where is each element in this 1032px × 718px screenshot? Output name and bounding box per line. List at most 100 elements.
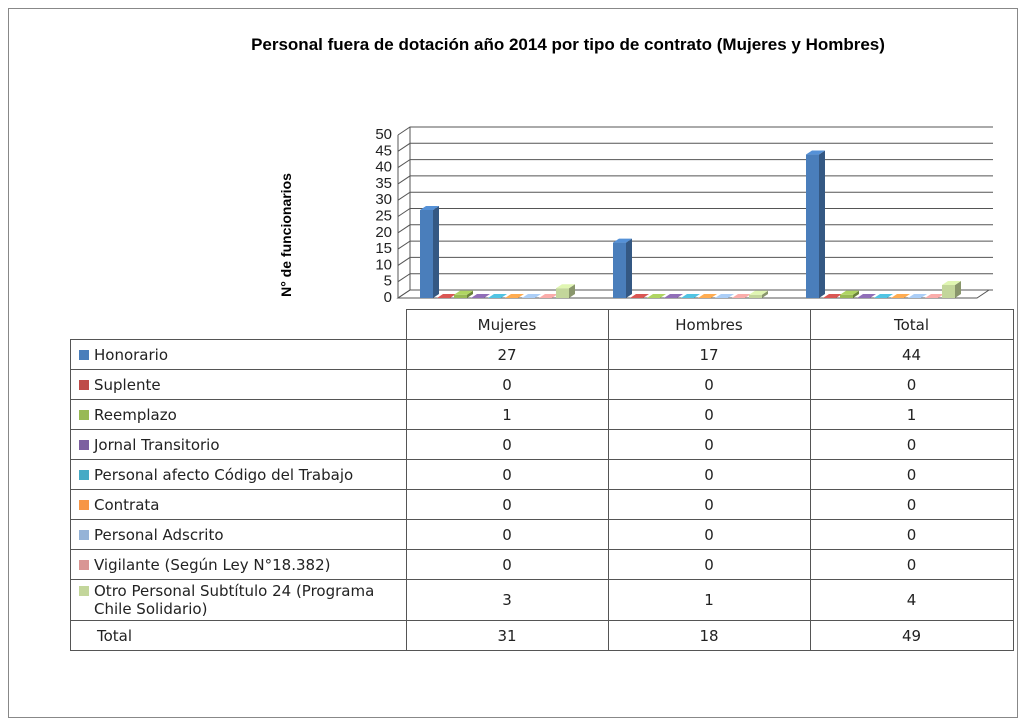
grid-line: [397, 208, 993, 217]
bar-top: [732, 294, 751, 298]
table-cell: 0: [809, 489, 1014, 520]
table-header-cell: Mujeres: [405, 309, 609, 340]
value-label: 0: [704, 405, 714, 424]
legend-key: [79, 469, 89, 480]
table-row: Honorario 27 17 44: [70, 339, 1014, 370]
table-cell: 4: [809, 579, 1014, 621]
grid-line: [397, 240, 993, 250]
table-cell: 1: [405, 399, 609, 430]
table-cell: 0: [809, 519, 1014, 550]
bar-side: [626, 238, 632, 298]
y-tick-label: 10: [375, 256, 392, 273]
value-label: 44: [901, 345, 922, 364]
y-tick-label: 25: [375, 208, 392, 225]
bar: [454, 294, 467, 298]
table-row: Vigilante (Según Ley N°18.382) 0 0 0: [70, 549, 1014, 580]
legend-entry: Otro Personal Subtítulo 24 (Programa Chi…: [70, 579, 407, 621]
table-cell: 0: [809, 429, 1014, 460]
grid-line: [397, 224, 993, 234]
bar-top: [664, 294, 683, 298]
value-label: 0: [906, 555, 917, 574]
value-label: 1: [906, 405, 917, 424]
bar-side: [569, 284, 575, 298]
bar-side: [467, 290, 473, 298]
bar-top: [749, 290, 768, 295]
bar-top: [840, 290, 859, 295]
total-label: Total: [97, 626, 133, 645]
value-label: 0: [906, 495, 917, 514]
legend-entry: Contrata: [70, 489, 407, 520]
series-name: Personal Adscrito: [94, 525, 224, 544]
table-row: Contrata 0 0 0: [70, 489, 1014, 520]
bar-side: [853, 290, 859, 298]
bar: [840, 294, 853, 298]
table-cell: 0: [607, 369, 811, 400]
legend-key: [79, 499, 89, 510]
legend-entry: Honorario: [70, 339, 407, 370]
bar-top: [857, 294, 876, 298]
bar: [749, 294, 762, 298]
y-axis-label: N° de funcionarios: [278, 173, 294, 297]
table-cell: 0: [607, 429, 811, 460]
bar-top: [647, 294, 666, 298]
value-label: 4: [906, 591, 917, 609]
y-tick-label: 35: [375, 175, 392, 192]
category-label: Hombres: [675, 315, 743, 334]
y-tick-label: 50: [375, 126, 392, 143]
category-label: Mujeres: [477, 315, 537, 334]
table-cell: 0: [607, 549, 811, 580]
grid-line: [397, 126, 993, 136]
table-cell: 0: [607, 519, 811, 550]
table-cell: 31: [405, 620, 609, 651]
table-cell: 0: [405, 489, 609, 520]
table-corner: [70, 309, 407, 340]
bar: [942, 284, 955, 298]
bar-top: [806, 150, 825, 155]
value-label: 0: [906, 435, 917, 454]
table-total-row: Total 31 18 49: [70, 620, 1014, 651]
table-cell: 18: [607, 620, 811, 651]
table-cell: 0: [607, 459, 811, 490]
table-cell: 0: [607, 399, 811, 430]
grid-line: [397, 142, 993, 152]
series-name: Reemplazo: [94, 405, 177, 424]
bar-side: [433, 205, 439, 298]
table-row: Jornal Transitorio 0 0 0: [70, 429, 1014, 460]
legend-entry: Vigilante (Según Ley N°18.382): [70, 549, 407, 580]
bar-side: [819, 150, 825, 298]
legend-entry: Reemplazo: [70, 399, 407, 430]
data-table: Mujeres Hombres Total Honorario 27 17 44 Suplen…: [70, 309, 1014, 651]
grid-line: [397, 191, 993, 201]
legend-key: [79, 586, 89, 596]
table-header-cell: Hombres: [607, 309, 811, 340]
table-cell: 0: [809, 459, 1014, 490]
category-label: Total: [893, 315, 930, 334]
series-name: Suplente: [94, 375, 161, 394]
chart-title: Personal fuera de dotación año 2014 por …: [251, 35, 885, 54]
bar-top: [681, 294, 700, 298]
table-row: Otro Personal Subtítulo 24 (Programa Chi…: [70, 579, 1014, 621]
total-value: 49: [901, 626, 922, 645]
bar-top: [420, 205, 439, 210]
bar-side: [955, 280, 961, 298]
legend-entry: Jornal Transitorio: [70, 429, 407, 460]
bar-top: [925, 294, 944, 298]
bar: [806, 154, 819, 298]
series-name: Otro Personal Subtítulo 24 (Programa Chi…: [94, 582, 375, 618]
total-value: 31: [497, 626, 517, 645]
table-header-row: Mujeres Hombres Total: [70, 309, 1014, 340]
value-label: 0: [704, 435, 714, 454]
bar-top: [505, 294, 524, 298]
bar-top: [556, 284, 575, 289]
table-cell: 1: [809, 399, 1014, 430]
bar-top: [437, 294, 456, 298]
value-label: 0: [502, 495, 512, 514]
table-cell: 0: [405, 519, 609, 550]
value-label: 0: [502, 555, 512, 574]
value-label: 0: [502, 435, 512, 454]
legend-key: [79, 379, 89, 390]
y-tick-label: 45: [375, 142, 392, 159]
value-label: 0: [704, 495, 714, 514]
bar-top: [471, 294, 490, 298]
